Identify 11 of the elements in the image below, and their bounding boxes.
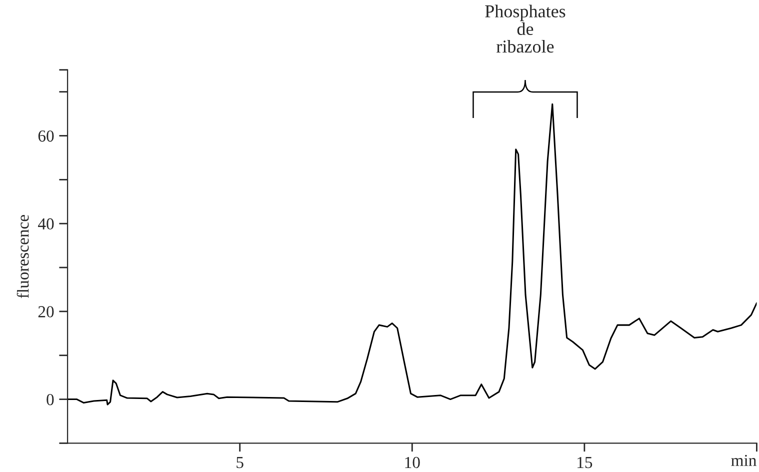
text: Phosphates de ribazole [485,4,566,53]
y-tick-label: 20 [38,306,54,318]
y-axis-title: fluorescence [16,215,29,298]
y-tick-label: 0 [46,394,54,406]
y-tick-label: 40 [38,218,54,230]
x-tick-label: 15 [578,456,592,468]
x-tick-label: 5 [236,457,244,468]
x-axis-title: min [731,454,756,466]
x-tick-label: 10 [405,456,420,468]
y-tick-label: 60 [38,130,54,142]
line-series [68,103,757,406]
